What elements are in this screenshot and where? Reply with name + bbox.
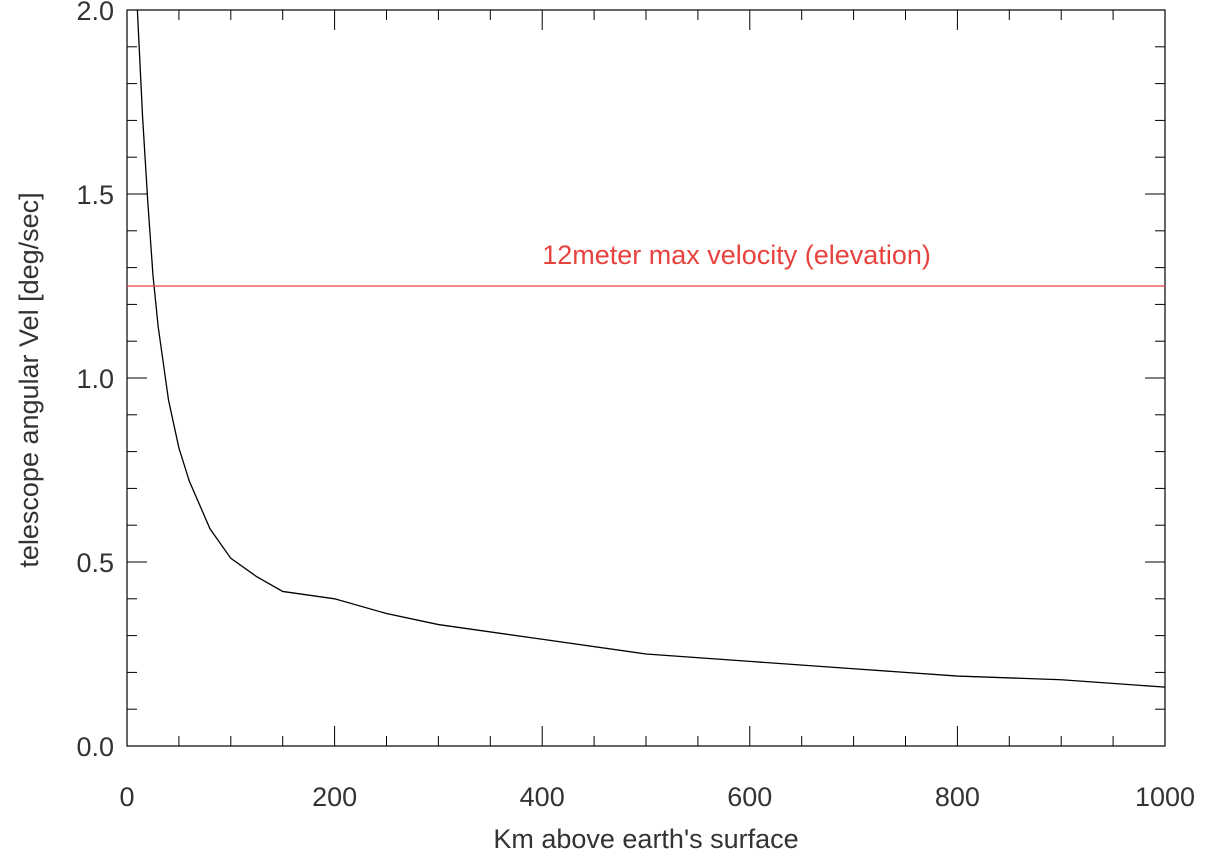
y-tick-label: 0.0 [76, 732, 114, 762]
x-tick-label: 800 [935, 782, 980, 812]
y-tick-label: 1.0 [76, 364, 114, 394]
y-tick-label: 0.5 [76, 548, 114, 578]
y-tick-label: 2.0 [76, 0, 114, 26]
x-tick-label: 400 [520, 782, 565, 812]
plot-frame [126, 9, 1166, 747]
annotation-layer: 12meter max velocity (elevation) [542, 240, 931, 270]
axis-ticks [126, 9, 1166, 747]
series-layer [127, 9, 1166, 688]
y-axis-title: telescope angular Vel [deg/sec] [14, 192, 44, 567]
x-tick-label: 0 [119, 782, 134, 812]
annotation-label: 12meter max velocity (elevation) [542, 240, 931, 270]
series-line-0 [136, 9, 1166, 688]
x-tick-label: 200 [312, 782, 357, 812]
x-tick-label: 600 [727, 782, 772, 812]
x-axis-title: Km above earth's surface [493, 824, 798, 854]
y-tick-label: 1.5 [76, 180, 114, 210]
x-tick-label: 1000 [1135, 782, 1195, 812]
axis-tick-labels: 0 200 400 600 800 1000 0.0 0.5 1.0 1.5 2.0 [76, 0, 1195, 812]
